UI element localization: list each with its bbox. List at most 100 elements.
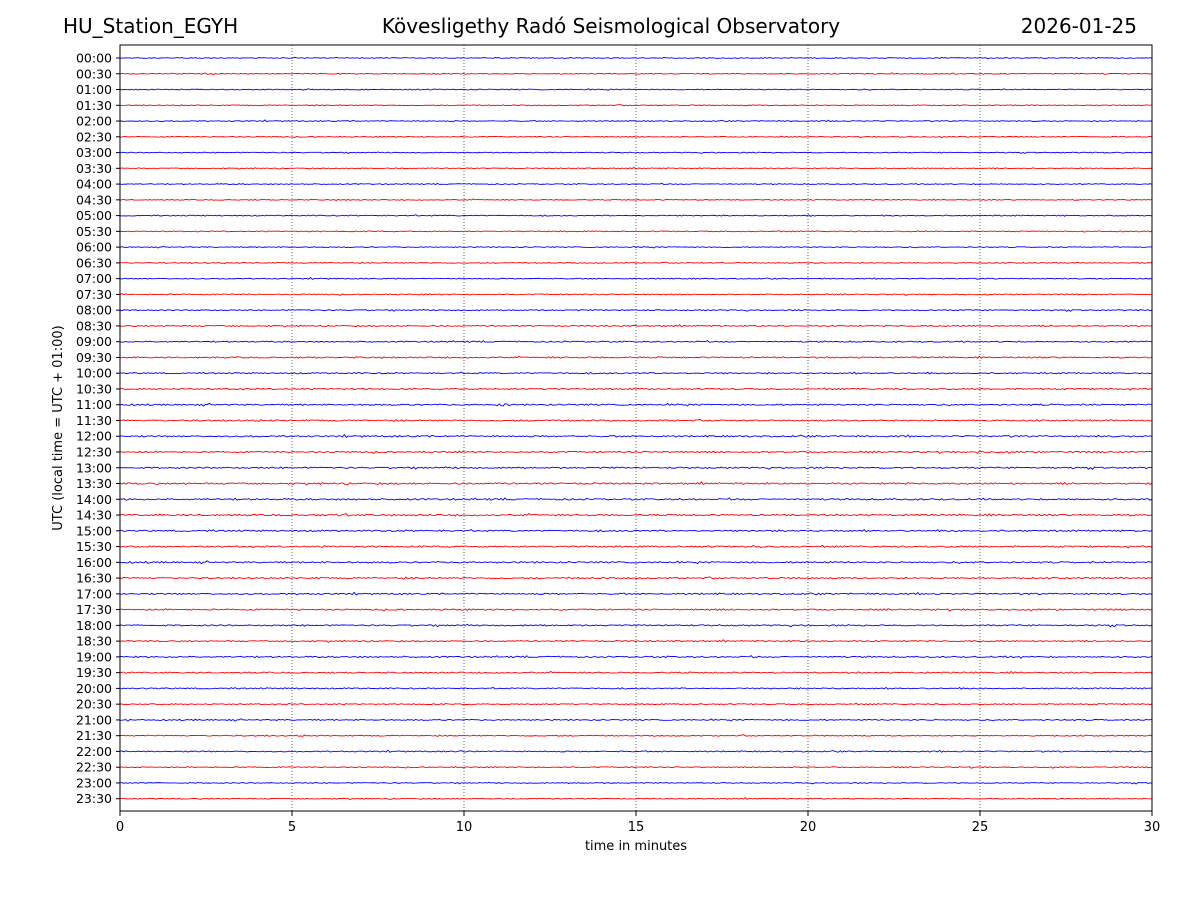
- y-tick-label: 21:30: [76, 728, 112, 743]
- y-tick-label: 16:30: [76, 571, 112, 586]
- trace-1900: [119, 655, 1153, 659]
- trace-0100: [119, 88, 1153, 91]
- trace-0700: [119, 277, 1153, 280]
- y-tick-label: 11:00: [76, 397, 112, 412]
- y-tick-label: 02:00: [76, 114, 112, 129]
- y-tick-label: 12:00: [76, 429, 112, 444]
- trace-0200: [119, 119, 1153, 123]
- x-tick-label: 20: [800, 820, 817, 835]
- y-tick-label: 09:30: [76, 350, 112, 365]
- trace-1400: [119, 497, 1153, 501]
- y-tick-label: 07:30: [76, 287, 112, 302]
- y-tick-label: 00:00: [76, 51, 112, 66]
- grid-lines: [291, 45, 981, 811]
- trace-0300: [119, 151, 1153, 155]
- y-tick-label: 05:00: [76, 208, 112, 223]
- x-tick-label: 0: [116, 820, 124, 835]
- trace-1600: [119, 560, 1153, 565]
- trace-0230: [119, 135, 1153, 139]
- trace-1430: [119, 512, 1153, 517]
- trace-0830: [119, 324, 1153, 328]
- trace-0130: [119, 103, 1153, 107]
- trace-1800: [119, 623, 1153, 628]
- y-axis-label: UTC (local time = UTC + 01:00): [51, 325, 66, 530]
- y-tick-label: 20:00: [76, 681, 112, 696]
- trace-0930: [119, 355, 1153, 359]
- y-tick-label: 01:30: [76, 98, 112, 113]
- y-tick-label: 03:30: [76, 161, 112, 176]
- trace-0730: [119, 293, 1153, 297]
- y-tick-label: 06:30: [76, 255, 112, 270]
- trace-1100: [119, 402, 1153, 407]
- trace-1930: [119, 670, 1153, 675]
- y-tick-label: 23:30: [76, 791, 112, 806]
- y-tick-label: 22:30: [76, 760, 112, 775]
- trace-1300: [119, 466, 1153, 470]
- y-tick-label: 13:30: [76, 476, 112, 491]
- trace-0500: [119, 214, 1153, 217]
- y-tick-label: 05:30: [76, 224, 112, 239]
- y-tick-label: 17:30: [76, 602, 112, 617]
- x-tick-label: 30: [1144, 820, 1161, 835]
- trace-2330: [119, 797, 1153, 801]
- y-tick-label: 14:00: [76, 492, 112, 507]
- trace-1700: [120, 591, 1153, 596]
- trace-1830: [119, 639, 1153, 643]
- x-axis-label: time in minutes: [585, 839, 687, 854]
- x-ticks: 0 5 10 15 20 25 30: [116, 811, 1160, 835]
- trace-0400: [119, 182, 1153, 186]
- y-tick-label: 13:00: [76, 460, 112, 475]
- trace-1500: [119, 528, 1153, 533]
- y-tick-label: 18:30: [76, 634, 112, 649]
- trace-1030: [119, 387, 1153, 391]
- y-tick-label: 15:30: [76, 539, 112, 554]
- trace-1130: [119, 418, 1153, 423]
- trace-2200: [119, 749, 1153, 753]
- trace-0600: [119, 245, 1153, 249]
- y-tick-label: 02:30: [76, 129, 112, 144]
- trace-2030: [119, 702, 1153, 706]
- chart-date: 2026-01-25: [1020, 14, 1137, 38]
- y-tick-label: 10:00: [76, 366, 112, 381]
- trace-2230: [119, 765, 1153, 769]
- y-tick-label: 22:00: [76, 744, 112, 759]
- trace-0030: [119, 72, 1153, 76]
- y-tick-label: 06:00: [76, 240, 112, 255]
- y-tick-label: 04:00: [76, 177, 112, 192]
- x-tick-label: 10: [456, 820, 473, 835]
- trace-0000: [119, 56, 1153, 60]
- y-tick-label: 17:00: [76, 586, 112, 601]
- trace-1230: [119, 450, 1153, 455]
- trace-2000: [119, 686, 1153, 690]
- y-tick-label: 11:30: [76, 413, 112, 428]
- y-tick-label: 21:00: [76, 712, 112, 727]
- trace-1530: [120, 544, 1153, 549]
- trace-0630: [119, 261, 1153, 265]
- y-tick-label: 18:00: [76, 618, 112, 633]
- y-tick-label: 08:00: [76, 303, 112, 318]
- x-tick-label: 5: [288, 820, 296, 835]
- x-tick-label: 25: [972, 820, 989, 835]
- y-tick-label: 20:30: [76, 697, 112, 712]
- trace-2300: [119, 781, 1153, 785]
- station-name: HU_Station_EGYH: [63, 14, 239, 38]
- traces: [119, 56, 1153, 801]
- trace-0330: [119, 166, 1153, 170]
- trace-0430: [119, 198, 1153, 201]
- y-tick-label: 19:00: [76, 649, 112, 664]
- trace-1630: [119, 576, 1153, 580]
- chart-title: Kövesligethy Radó Seismological Observat…: [381, 14, 841, 38]
- y-tick-label: 19:30: [76, 665, 112, 680]
- y-tick-label: 04:30: [76, 192, 112, 207]
- trace-1200: [119, 433, 1153, 438]
- y-tick-label: 23:00: [76, 775, 112, 790]
- trace-0800: [119, 308, 1153, 312]
- y-tick-label: 10:30: [76, 381, 112, 396]
- y-ticks: 00:0000:3001:0001:3002:0002:3003:0003:30…: [76, 51, 120, 806]
- trace-1000: [119, 371, 1153, 375]
- trace-1730: [119, 608, 1153, 612]
- trace-0900: [119, 340, 1153, 343]
- y-tick-label: 09:00: [76, 334, 112, 349]
- y-tick-label: 07:00: [76, 271, 112, 286]
